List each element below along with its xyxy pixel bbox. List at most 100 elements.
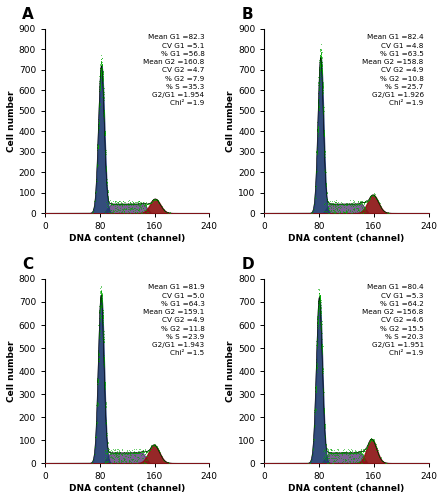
Point (318, 326, 325, 334)
Point (95, 326, 103, 334)
Point (98, 65, 105, 73)
Point (360, 200, 367, 207)
Point (107, 208, 114, 216)
Point (99, 314, 106, 322)
Point (335, 209, 342, 217)
Point (95, 102, 103, 110)
Point (348, 449, 355, 457)
Point (128, 200, 135, 208)
Point (116, 448, 123, 456)
Point (316, 66, 323, 74)
Point (102, 150, 109, 158)
Point (128, 200, 135, 208)
Point (123, 448, 131, 456)
Point (143, 446, 150, 454)
Point (350, 200, 357, 207)
Point (154, 446, 161, 454)
Point (370, 438, 377, 446)
Point (99, 72, 106, 80)
Point (159, 455, 166, 463)
Point (346, 450, 353, 458)
Point (101, 356, 108, 364)
Point (135, 206, 142, 214)
Point (313, 126, 321, 134)
Point (126, 205, 133, 213)
Point (152, 442, 159, 450)
Point (93, 374, 100, 382)
Point (99, 75, 107, 83)
Point (95, 122, 102, 130)
Point (115, 200, 122, 208)
Point (319, 342, 326, 350)
Point (115, 450, 123, 458)
Point (154, 444, 161, 452)
Point (318, 323, 325, 331)
Point (315, 298, 322, 306)
Point (100, 106, 107, 114)
Point (319, 80, 326, 88)
Point (347, 450, 354, 458)
Point (131, 200, 139, 208)
Point (315, 82, 322, 90)
Point (318, 320, 325, 328)
Point (370, 436, 377, 444)
Point (315, 306, 322, 314)
Point (141, 456, 148, 464)
Point (335, 203, 342, 211)
Point (95, 106, 103, 114)
Point (312, 382, 319, 390)
Point (319, 364, 326, 372)
Point (320, 386, 327, 394)
Point (100, 94, 107, 102)
Point (100, 106, 107, 114)
Point (318, 365, 325, 373)
Point (94, 144, 101, 152)
Point (315, 78, 322, 86)
Point (99, 112, 107, 120)
Point (126, 200, 133, 208)
Point (99, 86, 107, 94)
Point (356, 448, 363, 456)
Point (349, 202, 357, 209)
Point (99, 326, 107, 334)
Point (120, 449, 127, 457)
Point (155, 197, 162, 205)
Point (324, 203, 331, 211)
Point (317, 322, 325, 330)
Point (112, 200, 119, 207)
Point (380, 206, 387, 214)
Point (101, 360, 108, 368)
Point (360, 204, 367, 212)
Point (139, 200, 147, 207)
Point (98, 70, 105, 78)
Point (333, 208, 340, 216)
Point (316, 82, 323, 90)
Point (100, 92, 107, 100)
Point (127, 198, 134, 206)
Point (313, 332, 320, 340)
Point (333, 454, 340, 462)
Point (99, 311, 106, 319)
Point (134, 448, 141, 456)
Point (138, 448, 145, 456)
Point (329, 197, 336, 205)
Point (373, 194, 380, 202)
Point (99, 315, 106, 323)
Point (113, 446, 120, 454)
Point (138, 200, 145, 207)
Point (96, 78, 103, 86)
Point (95, 401, 102, 409)
Point (313, 341, 321, 349)
Point (315, 96, 322, 104)
X-axis label: DNA content (channel): DNA content (channel) (288, 234, 404, 243)
Point (324, 198, 331, 206)
Point (96, 80, 103, 88)
Point (99, 336, 107, 344)
Point (100, 334, 107, 342)
Point (118, 200, 125, 208)
Point (367, 192, 374, 200)
Point (316, 82, 323, 90)
Point (97, 294, 104, 302)
Point (97, 292, 104, 300)
Point (154, 444, 161, 452)
